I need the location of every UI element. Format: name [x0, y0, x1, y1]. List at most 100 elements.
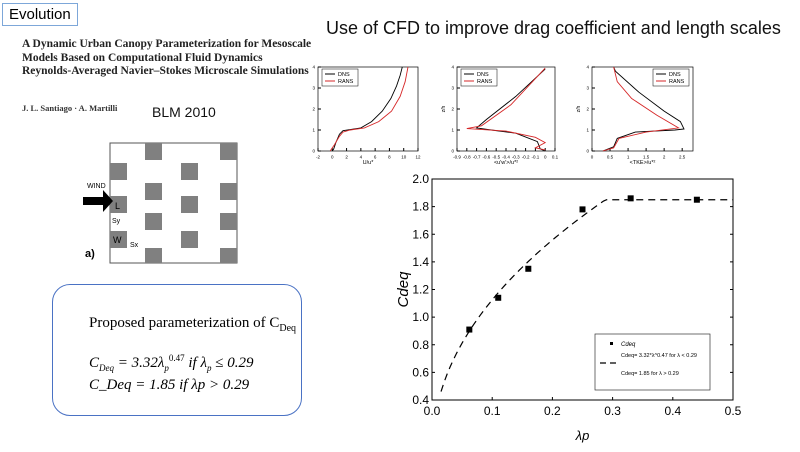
y-tick-label: 4	[451, 65, 454, 70]
x-tick-label: -0.5	[492, 155, 500, 160]
section-tag: Evolution	[2, 3, 78, 26]
y-tick-label: 1	[451, 128, 454, 133]
x-tick-label: 0.2	[544, 404, 561, 418]
y-tick-label: 3	[586, 86, 589, 91]
x-tick-label: 0.5	[725, 404, 742, 418]
x-tick-label: 1.5	[643, 155, 650, 160]
series-rans-line	[466, 67, 547, 151]
y-axis-label: z/h	[576, 105, 582, 112]
paper-authors: J. L. Santiago · A. Martilli	[22, 103, 118, 113]
x-tick-label: 2	[663, 155, 666, 160]
x-tick-label: 4	[360, 155, 363, 160]
y-tick-label: 0	[312, 149, 315, 154]
x-tick-label: 0.1	[484, 404, 501, 418]
legend-label: Cdeq= 3.32*λ^0.47 for λ < 0.29	[621, 353, 697, 359]
x-axis-label: <TKE>/u*²	[630, 160, 656, 166]
x-tick-label: 12	[415, 155, 421, 160]
y-tick-label: 0.4	[412, 393, 429, 407]
x-tick-label: 0.4	[664, 404, 681, 418]
x-tick-label: 0.5	[607, 155, 614, 160]
data-point	[466, 326, 473, 333]
y-tick-label: 2	[312, 107, 315, 112]
chart-4: 0.0 0.1 0.2 0.3 0.4 0.5 0.4 0.6 0.8 1.0 1.2 1.4 1.6 1…	[395, 172, 742, 443]
domain-frame	[109, 142, 238, 264]
legend-box	[321, 68, 359, 87]
y-tick-label: 1.8	[412, 200, 429, 214]
x-tick-label: -0.3	[512, 155, 520, 160]
legend-label: RANS	[669, 79, 685, 85]
y-tick-label: 0	[451, 149, 454, 154]
x-axis-label: <u'w'>/u*²	[494, 160, 518, 166]
label-L: L	[115, 201, 120, 211]
y-tick-label: 0	[586, 149, 589, 154]
x-tick-label: 8	[388, 155, 391, 160]
y-axis-label: z/h	[441, 105, 447, 112]
x-tick-label: -0.4	[502, 155, 510, 160]
parameterization-box: Proposed parameterization of CDeq CDeq =…	[52, 284, 302, 416]
legend-box	[460, 68, 498, 87]
data-point	[627, 195, 634, 202]
y-tick-label: 1	[312, 128, 315, 133]
x-tick-label: -0.2	[522, 155, 530, 160]
legend-box	[652, 68, 690, 87]
label-W: W	[113, 235, 122, 245]
y-tick-label: 4	[312, 65, 315, 70]
x-tick-label: -0.7	[473, 155, 481, 160]
series-rans-line	[329, 66, 409, 152]
data-point	[579, 206, 586, 213]
legend-label: RANS	[477, 79, 493, 85]
y-tick-label: 3	[312, 86, 315, 91]
legend-marker	[610, 342, 613, 345]
x-tick-label: 1	[627, 155, 630, 160]
x-tick-label: -0.1	[532, 155, 540, 160]
x-axis-label: U/u*	[363, 160, 375, 166]
x-tick-label: 10	[401, 155, 407, 160]
y-tick-label: 2	[586, 107, 589, 112]
x-tick-label: 2	[345, 155, 348, 160]
label-Sy: Sy	[112, 218, 121, 225]
legend-box	[594, 333, 711, 391]
y-tick-label: 3	[451, 86, 454, 91]
y-tick-label: 1.4	[412, 255, 429, 269]
y-tick-label: 0.8	[412, 338, 429, 352]
data-point	[495, 294, 502, 301]
x-tick-label: -0.8	[463, 155, 471, 160]
x-axis-label: λp	[575, 428, 590, 443]
x-tick-label: 0	[591, 155, 594, 160]
x-tick-label: 0.3	[604, 404, 621, 418]
journal-reference: BLM 2010	[152, 104, 216, 120]
x-tick-label: 0	[544, 155, 547, 160]
x-tick-label: 0	[331, 155, 334, 160]
equation-1: CDeq = 3.32λp0.47 if λp ≤ 0.29	[89, 353, 254, 373]
panel-label: a)	[85, 248, 95, 260]
x-tick-label: 6	[374, 155, 377, 160]
y-tick-label: 4	[586, 65, 589, 70]
chart-2: -0.9 -0.8 -0.7 -0.6 -0.5 -0.4 -0.3 -0.2 -0.1 0 0.1…	[441, 65, 559, 167]
y-tick-label: 1.0	[412, 310, 429, 324]
series-dns-line	[602, 66, 685, 152]
series-rans-line	[602, 66, 680, 152]
canopy-layout-diagram: WIND L W Sy Sx a)	[83, 142, 238, 264]
x-tick-label: 2.5	[679, 155, 686, 160]
x-tick-label: -2	[316, 155, 320, 160]
param-title: Proposed parameterization of CDeq	[89, 315, 297, 334]
legend-label: DNS	[669, 72, 681, 78]
legend-label: DNS	[477, 72, 489, 78]
legend-label: Cdeq= 1.85 for λ > 0.29	[621, 371, 679, 377]
x-tick-label: -0.6	[483, 155, 491, 160]
data-point	[693, 196, 700, 203]
slide-headline: Use of CFD to improve drag coefficient a…	[326, 18, 781, 38]
y-axis-label: Cdeq	[395, 271, 412, 308]
x-tick-label: 0.1	[552, 155, 559, 160]
data-point	[525, 265, 532, 272]
building-blocks	[110, 143, 237, 263]
legend-label: DNS	[338, 72, 350, 78]
wind-label: WIND	[87, 183, 106, 190]
y-tick-label: 1	[586, 128, 589, 133]
legend-label: Cdeq	[621, 342, 636, 348]
y-tick-label: 1.6	[412, 227, 429, 241]
y-tick-label: 2.0	[412, 172, 429, 186]
